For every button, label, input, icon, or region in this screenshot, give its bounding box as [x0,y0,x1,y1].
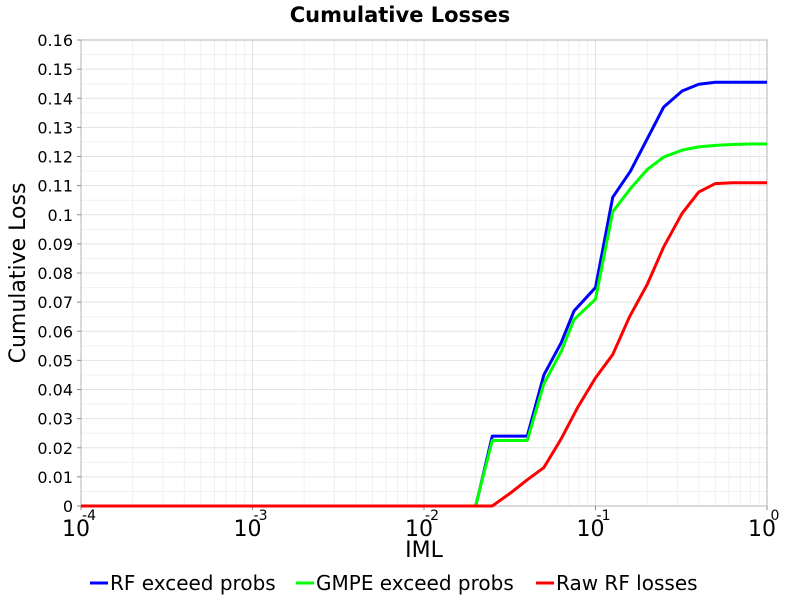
y-tick-label: 0.14 [37,89,73,108]
y-tick-label: 0.07 [37,293,73,312]
y-tick-label: 0.13 [37,118,73,137]
y-tick-label: 0.04 [37,381,73,400]
y-tick-label: 0.03 [37,410,73,429]
series-lines [81,80,767,508]
x-tick-exponent: 0 [771,508,780,524]
y-tick-label: 0.08 [37,264,73,283]
x-axis-label: IML [405,538,443,563]
x-tick-label: 10 [405,517,433,542]
y-axis: 0 0.01 0.02 0.03 0.04 0.05 0.06 0.07 0.08 0.09 0.1… [37,31,81,516]
x-tick-label: 10 [62,517,90,542]
series-line-0 [81,80,767,508]
y-tick-label: 0.16 [37,31,73,50]
legend: RF exceed probs GMPE exceed probs Raw RF l… [90,571,698,595]
series-line-1 [81,142,767,508]
legend-label-2: Raw RF losses [556,571,698,595]
legend-label-1: GMPE exceed probs [316,571,514,595]
y-tick-label: 0.02 [37,439,73,458]
y-tick-label: 0.05 [37,351,73,370]
x-tick-label: 10 [748,517,776,542]
x-tick-exponent: -1 [597,508,611,524]
y-tick-label: 0.06 [37,322,73,341]
chart-title: Cumulative Losses [290,3,511,27]
x-tick-exponent: -3 [254,508,268,524]
y-tick-label: 0.12 [37,148,73,167]
x-tick-label: 10 [577,517,605,542]
x-tick-exponent: -4 [82,508,96,524]
y-tick-label: 0.1 [48,206,73,225]
y-axis-label: Cumulative Loss [6,183,31,364]
y-tick-label: 0.15 [37,60,73,79]
series-line-2 [81,181,767,508]
y-tick-label: 0.01 [37,468,73,487]
x-tick-exponent: -2 [425,508,439,524]
legend-label-0: RF exceed probs [110,571,276,595]
y-tick-label: 0.11 [37,177,73,196]
y-tick-label: 0 [63,497,73,516]
x-tick-label: 10 [234,517,262,542]
y-tick-label: 0.09 [37,235,73,254]
grid [80,39,767,507]
